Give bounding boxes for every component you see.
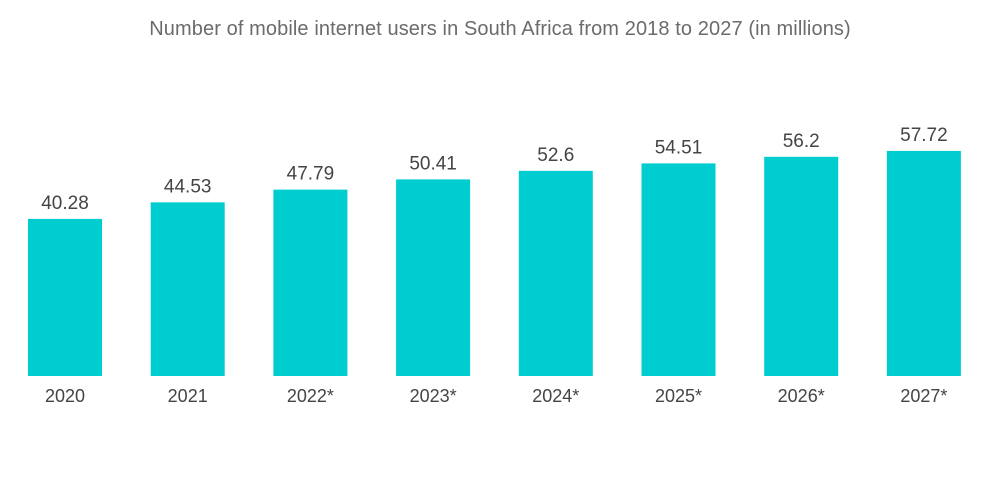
bar-value-label: 54.51 xyxy=(655,137,703,158)
bar-2024* xyxy=(518,170,593,376)
bar-2021 xyxy=(150,202,225,376)
x-tick-label: 2026* xyxy=(778,386,825,406)
bar-2022* xyxy=(273,189,348,376)
x-tick-label: 2027* xyxy=(900,386,947,406)
x-tick-label: 2023* xyxy=(410,386,457,406)
chart-title: Number of mobile internet users in South… xyxy=(149,18,851,40)
bar-2023* xyxy=(396,179,471,376)
x-tick-label: 2021 xyxy=(168,386,208,406)
x-axis-ticks: 2020 2021 2022* 2023* 2024* 2025* 2026* 2027* xyxy=(45,386,947,406)
bars-layer xyxy=(28,150,961,376)
x-tick-label: 2024* xyxy=(532,386,579,406)
bar-value-label: 47.79 xyxy=(287,164,335,185)
x-tick-label: 2025* xyxy=(655,386,702,406)
bar-value-label: 57.72 xyxy=(900,125,948,146)
bar-value-label: 44.53 xyxy=(164,176,212,197)
bar-value-label: 50.41 xyxy=(409,153,457,174)
bar-2027* xyxy=(886,150,961,376)
bar-2025* xyxy=(641,163,716,376)
x-tick-label: 2020 xyxy=(45,386,85,406)
x-tick-label: 2022* xyxy=(287,386,334,406)
bar-value-label: 40.28 xyxy=(41,193,89,214)
bar-2020 xyxy=(28,218,102,376)
bar-2026* xyxy=(764,156,839,376)
bar-value-label: 56.2 xyxy=(783,131,820,152)
bar-value-label: 52.6 xyxy=(537,145,574,166)
value-labels-layer: 40.28 44.53 47.79 50.41 52.6 54.51 56.2 57.72 xyxy=(41,125,947,214)
